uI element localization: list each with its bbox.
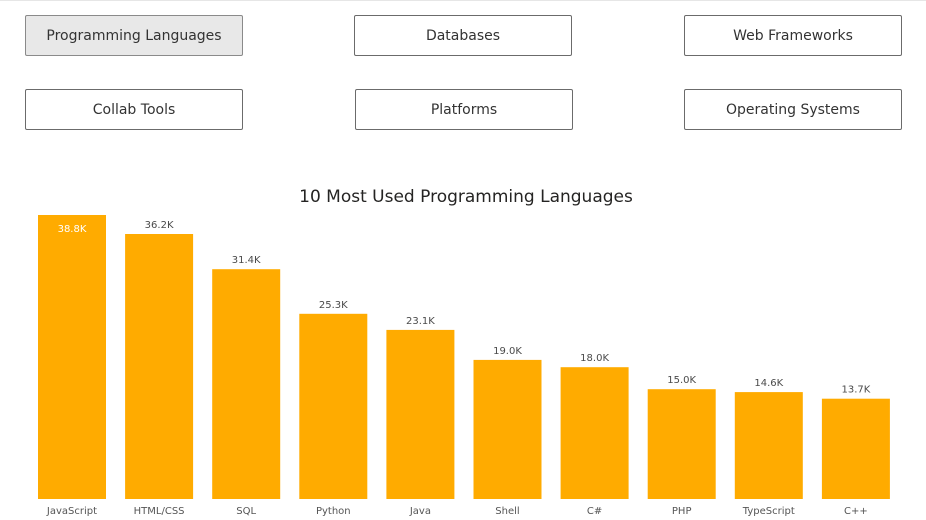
databases-button[interactable]: Databases <box>354 15 572 56</box>
web-frameworks-button[interactable]: Web Frameworks <box>684 15 902 56</box>
platforms-button[interactable]: Platforms <box>355 89 573 130</box>
programming-languages-button[interactable]: Programming Languages <box>25 15 243 56</box>
bar-php[interactable] <box>647 389 716 499</box>
bar-sql[interactable] <box>212 269 281 499</box>
data-label-javascript: 38.8K <box>58 224 87 235</box>
operating-systems-button[interactable]: Operating Systems <box>684 89 902 130</box>
x-tick-label-sql: SQL <box>236 506 256 517</box>
data-label-shell: 19.0K <box>493 346 522 357</box>
bar-shell[interactable] <box>473 359 542 499</box>
bar-c[interactable] <box>560 367 629 499</box>
x-tick-label-php: PHP <box>672 506 692 517</box>
data-label-html-css: 36.2K <box>145 220 174 231</box>
bar-c[interactable] <box>821 398 890 499</box>
data-label-sql: 31.4K <box>232 255 261 266</box>
data-label-typescript: 14.6K <box>754 378 783 389</box>
top-divider <box>0 0 926 1</box>
bar-java[interactable] <box>386 329 455 499</box>
x-tick-label-python: Python <box>316 506 351 517</box>
collab-tools-button[interactable]: Collab Tools <box>25 89 243 130</box>
x-tick-label-java: Java <box>409 506 431 517</box>
x-tick-label-c: C# <box>587 506 602 517</box>
data-label-c: 18.0K <box>580 353 609 364</box>
bar-python[interactable] <box>299 313 368 499</box>
bar-typescript[interactable] <box>734 392 803 499</box>
x-tick-label-typescript: TypeScript <box>742 506 795 517</box>
bar-html-css[interactable] <box>125 234 194 499</box>
data-label-c: 13.7K <box>841 385 870 396</box>
x-tick-label-shell: Shell <box>495 506 519 517</box>
chart-title: 10 Most Used Programming Languages <box>299 187 633 207</box>
data-label-java: 23.1K <box>406 316 435 327</box>
data-label-php: 15.0K <box>667 375 696 386</box>
bar-javascript[interactable] <box>38 215 106 499</box>
x-tick-label-html-css: HTML/CSS <box>134 506 185 517</box>
x-tick-label-c: C++ <box>844 506 868 517</box>
x-tick-label-javascript: JavaScript <box>46 506 97 517</box>
data-label-python: 25.3K <box>319 300 348 311</box>
